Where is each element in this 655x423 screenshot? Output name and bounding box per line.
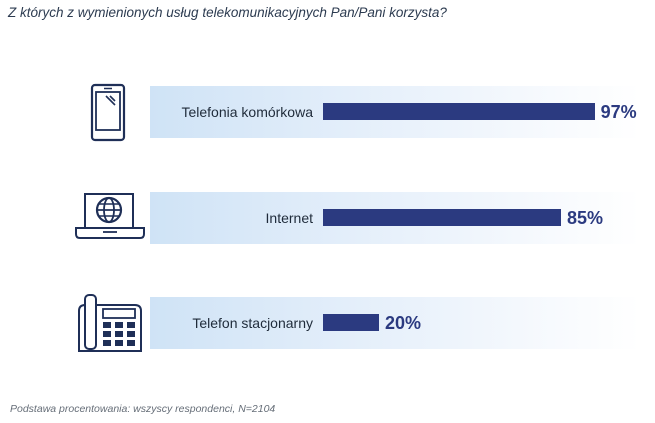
mobile-phone-icon bbox=[90, 83, 126, 142]
row-band bbox=[150, 297, 640, 349]
laptop-globe-icon bbox=[75, 193, 145, 239]
bar-landline bbox=[323, 314, 379, 331]
bar-mobile bbox=[323, 103, 595, 120]
chart-row-mobile: Telefonia komórkowa 97% bbox=[0, 82, 655, 142]
value-label-mobile: 97% bbox=[600, 102, 637, 122]
survey-question: Z których z wymienionych usług telekomun… bbox=[8, 5, 447, 20]
value-label-internet: 85% bbox=[567, 208, 604, 228]
footnote: Podstawa procentowania: wszyscy responde… bbox=[10, 403, 276, 415]
category-label-mobile: Telefonia komórkowa bbox=[181, 104, 313, 120]
chart-row-landline: Telefon stacjonarny 20% bbox=[0, 293, 655, 353]
chart-row-internet: Internet 85% bbox=[0, 188, 655, 248]
desk-phone-icon bbox=[78, 294, 142, 352]
bar-internet bbox=[323, 209, 561, 226]
value-label-landline: 20% bbox=[385, 313, 422, 333]
category-label-internet: Internet bbox=[265, 210, 313, 226]
category-label-landline: Telefon stacjonarny bbox=[192, 315, 313, 331]
